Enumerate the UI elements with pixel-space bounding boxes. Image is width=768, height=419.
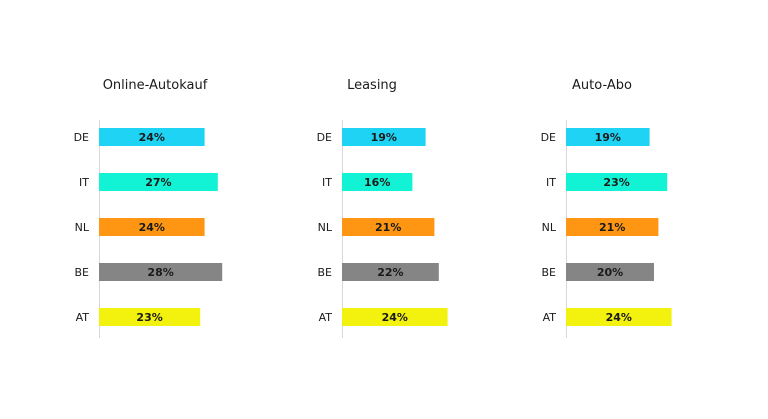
bar [342,263,439,281]
category-label: AT [76,311,90,324]
bar [342,218,435,236]
bar [566,173,668,191]
bar-value-label: 16% [364,176,390,189]
bar-value-label: 24% [606,311,632,324]
bar-value-label: 23% [136,311,162,324]
bar-value-label: 20% [597,266,623,279]
panel-title: Auto-Abo [572,78,632,93]
bar-value-label: 22% [377,266,403,279]
bar [566,218,659,236]
bar-value-label: 19% [595,131,621,144]
category-label: DE [317,131,332,144]
bar [566,308,672,326]
bar-value-label: 19% [371,131,397,144]
bar-value-label: 24% [382,311,408,324]
bar [99,218,205,236]
category-label: IT [79,176,89,189]
bar-value-label: 23% [603,176,629,189]
category-label: NL [542,221,557,234]
category-label: AT [543,311,557,324]
bar [342,128,426,146]
bar-value-label: 21% [375,221,401,234]
category-label: IT [546,176,556,189]
bar [342,173,413,191]
category-label: BE [75,266,90,279]
panel-title: Leasing [347,78,397,93]
bar [99,128,205,146]
bar-value-label: 24% [139,131,165,144]
bar [342,308,448,326]
category-label: IT [322,176,332,189]
category-label: NL [318,221,333,234]
bar [566,128,650,146]
category-label: BE [318,266,333,279]
category-label: DE [541,131,556,144]
category-label: AT [319,311,333,324]
bar-value-label: 28% [147,266,173,279]
bar [566,263,654,281]
bar-value-label: 27% [145,176,171,189]
bar [99,308,201,326]
category-label: BE [542,266,557,279]
bar-value-label: 24% [139,221,165,234]
category-label: NL [75,221,90,234]
panel-title: Online-Autokauf [103,78,208,93]
bar [99,173,218,191]
bar [99,263,223,281]
bar-value-label: 21% [599,221,625,234]
category-label: DE [74,131,89,144]
